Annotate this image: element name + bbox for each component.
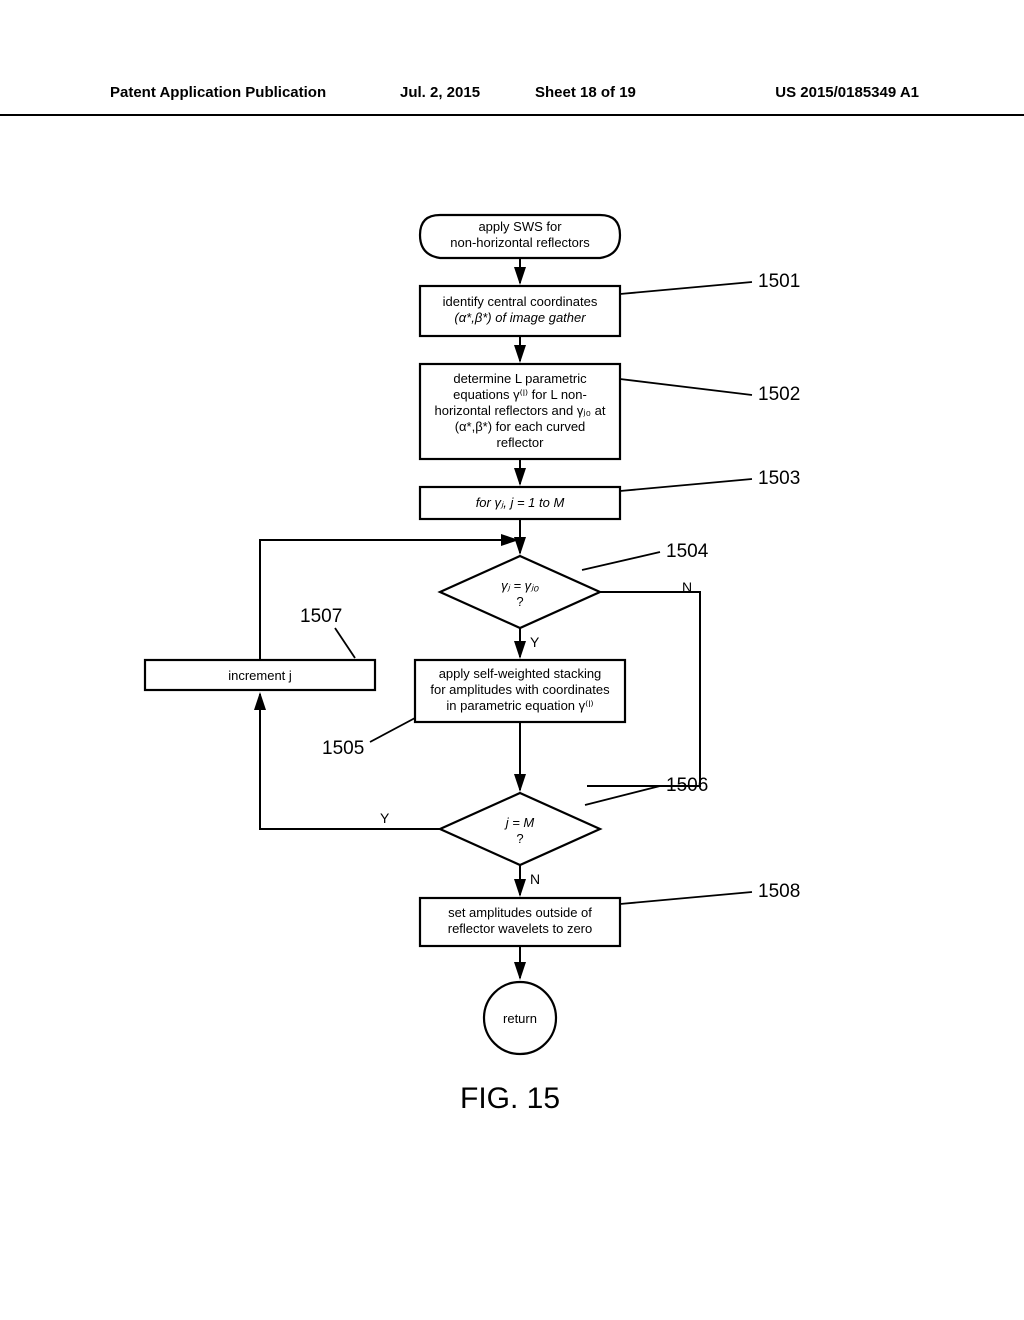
node-1504: γⱼ = γⱼ₀ ? — [440, 556, 600, 628]
leader-1507 — [335, 628, 355, 658]
svg-text:γⱼ = γⱼ₀: γⱼ = γⱼ₀ — [501, 578, 539, 593]
svg-text:reflector wavelets to zero: reflector wavelets to zero — [448, 921, 593, 936]
svg-text:?: ? — [516, 594, 523, 609]
leader-1506 — [585, 786, 660, 805]
svg-text:set amplitudes outside of: set amplitudes outside of — [448, 905, 592, 920]
svg-text:for amplitudes with coordinate: for amplitudes with coordinates — [430, 682, 610, 697]
svg-text:?: ? — [516, 831, 523, 846]
svg-text:for γⱼ, j = 1 to M: for γⱼ, j = 1 to M — [476, 495, 565, 510]
svg-text:determine L parametric: determine L parametric — [453, 371, 587, 386]
svg-text:apply SWS for: apply SWS for — [478, 219, 562, 234]
node-1508: set amplitudes outside of reflector wave… — [420, 898, 620, 946]
svg-text:increment j: increment j — [228, 668, 292, 683]
label-1508: 1508 — [758, 881, 800, 902]
leader-1505 — [370, 718, 415, 742]
node-1502: determine L parametric equations γ⁽ˡ⁾ fo… — [420, 364, 620, 459]
label-1504: 1504 — [666, 541, 709, 562]
label-1501: 1501 — [758, 271, 800, 292]
label-1505: 1505 — [322, 738, 364, 759]
node-return: return — [484, 982, 556, 1054]
node-1506: j = M ? — [440, 793, 600, 865]
leader-1504 — [582, 552, 660, 570]
flowchart-svg: apply SWS for non-horizontal reflectors … — [0, 0, 1024, 1320]
node-start: apply SWS for non-horizontal reflectors — [420, 215, 620, 258]
leader-1502 — [620, 379, 752, 395]
svg-text:j = M: j = M — [504, 815, 535, 830]
label-1503: 1503 — [758, 468, 800, 489]
leader-1503 — [620, 479, 752, 491]
label-1507: 1507 — [300, 606, 342, 627]
svg-text:(α*,β*) of image gather: (α*,β*) of image gather — [454, 310, 586, 325]
svg-text:identify central coordinates: identify central coordinates — [443, 294, 598, 309]
node-1503: for γⱼ, j = 1 to M — [420, 487, 620, 519]
svg-text:in parametric equation γ⁽ˡ⁾: in parametric equation γ⁽ˡ⁾ — [446, 698, 593, 713]
node-1501: identify central coordinates (α*,β*) of … — [420, 286, 620, 336]
figure-caption: FIG. 15 — [460, 1082, 560, 1116]
svg-text:equations γ⁽ˡ⁾ for L non-: equations γ⁽ˡ⁾ for L non- — [453, 387, 587, 402]
leader-1501 — [620, 282, 752, 294]
svg-text:reflector: reflector — [497, 435, 545, 450]
svg-text:apply self-weighted stacking: apply self-weighted stacking — [439, 666, 602, 681]
node-1505: apply self-weighted stacking for amplitu… — [415, 660, 625, 722]
node-1507: increment j — [145, 660, 375, 690]
y-1504: Y — [530, 634, 540, 650]
n-1506: N — [530, 871, 540, 887]
y-1506: Y — [380, 810, 390, 826]
svg-text:return: return — [503, 1011, 537, 1026]
edge-1506-y — [260, 694, 440, 829]
svg-text:non-horizontal reflectors: non-horizontal reflectors — [450, 235, 590, 250]
svg-text:(α*,β*) for each curved: (α*,β*) for each curved — [455, 419, 586, 434]
leader-1508 — [620, 892, 752, 904]
label-1502: 1502 — [758, 384, 800, 405]
svg-text:horizontal reflectors and γⱼ₀: horizontal reflectors and γⱼ₀ at — [435, 403, 606, 418]
label-1506: 1506 — [666, 775, 708, 796]
